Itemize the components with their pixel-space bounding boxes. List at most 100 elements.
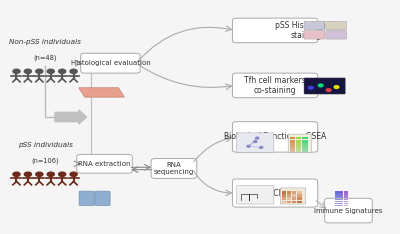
FancyBboxPatch shape [334,197,338,198]
FancyBboxPatch shape [339,199,343,200]
Circle shape [47,172,54,176]
FancyBboxPatch shape [232,122,318,152]
Circle shape [260,146,263,148]
FancyBboxPatch shape [292,197,296,200]
FancyBboxPatch shape [232,73,318,98]
Circle shape [47,69,54,73]
Circle shape [13,69,20,73]
FancyBboxPatch shape [297,197,302,200]
FancyBboxPatch shape [304,31,325,39]
Text: Biological Functions -GSEA: Biological Functions -GSEA [224,132,326,141]
FancyBboxPatch shape [334,201,338,202]
FancyBboxPatch shape [325,198,372,223]
Circle shape [24,69,32,73]
FancyBboxPatch shape [302,143,308,146]
FancyBboxPatch shape [302,146,308,149]
FancyBboxPatch shape [344,195,348,197]
FancyBboxPatch shape [302,137,308,139]
FancyBboxPatch shape [339,201,343,202]
FancyBboxPatch shape [290,140,295,143]
Circle shape [256,137,259,139]
FancyBboxPatch shape [290,143,295,146]
FancyBboxPatch shape [287,194,291,197]
FancyBboxPatch shape [282,194,286,197]
FancyBboxPatch shape [296,143,301,146]
FancyBboxPatch shape [344,205,348,206]
Text: (n=48): (n=48) [33,54,57,61]
FancyBboxPatch shape [334,195,338,197]
FancyBboxPatch shape [334,203,338,204]
FancyBboxPatch shape [297,191,302,194]
Text: Histological evaluation: Histological evaluation [70,60,150,66]
FancyBboxPatch shape [326,31,346,39]
Circle shape [36,69,43,73]
Circle shape [70,172,77,176]
Text: pSS individuals: pSS individuals [18,142,72,148]
FancyBboxPatch shape [287,201,291,203]
FancyBboxPatch shape [344,191,348,193]
FancyBboxPatch shape [287,197,291,200]
FancyBboxPatch shape [79,191,94,205]
FancyBboxPatch shape [339,205,343,206]
FancyBboxPatch shape [95,191,110,205]
FancyBboxPatch shape [344,199,348,200]
FancyBboxPatch shape [282,191,286,194]
FancyBboxPatch shape [232,179,318,207]
FancyBboxPatch shape [296,140,301,143]
FancyBboxPatch shape [344,201,348,202]
FancyBboxPatch shape [290,146,295,149]
FancyBboxPatch shape [344,203,348,204]
Circle shape [36,172,43,176]
Text: Non-pSS individuals: Non-pSS individuals [9,39,81,45]
Circle shape [318,84,323,87]
FancyBboxPatch shape [334,199,338,200]
Text: Tfh cell markers
co-staining: Tfh cell markers co-staining [244,76,306,95]
FancyBboxPatch shape [339,193,343,195]
FancyBboxPatch shape [344,193,348,195]
FancyBboxPatch shape [290,137,295,139]
FancyBboxPatch shape [302,140,308,143]
FancyBboxPatch shape [339,203,343,204]
FancyBboxPatch shape [334,191,338,193]
Text: Immune Signatures: Immune Signatures [314,208,383,214]
Circle shape [326,89,331,91]
Circle shape [58,172,66,176]
FancyBboxPatch shape [81,53,140,73]
FancyBboxPatch shape [304,78,345,94]
Circle shape [308,86,313,89]
FancyBboxPatch shape [287,191,291,194]
FancyBboxPatch shape [339,195,343,197]
FancyBboxPatch shape [334,193,338,195]
FancyBboxPatch shape [296,146,301,149]
FancyBboxPatch shape [334,205,338,206]
Text: RNA
sequencing: RNA sequencing [154,162,194,175]
FancyBboxPatch shape [282,201,286,203]
Circle shape [334,86,339,88]
Text: (n=106): (n=106) [31,157,59,164]
FancyBboxPatch shape [344,197,348,198]
FancyBboxPatch shape [296,149,301,152]
FancyBboxPatch shape [232,18,318,43]
FancyBboxPatch shape [292,194,296,197]
Polygon shape [79,88,124,97]
Text: pSS Histological
staining: pSS Histological staining [275,21,337,40]
FancyBboxPatch shape [77,154,132,173]
FancyBboxPatch shape [339,197,343,198]
FancyBboxPatch shape [297,201,302,203]
FancyBboxPatch shape [296,137,301,139]
Circle shape [13,172,20,176]
FancyArrow shape [55,110,87,124]
Circle shape [58,69,66,73]
FancyBboxPatch shape [151,159,197,178]
Circle shape [70,69,77,73]
Text: WGCNA: WGCNA [260,189,290,197]
Circle shape [254,141,257,143]
FancyBboxPatch shape [302,149,308,152]
FancyBboxPatch shape [297,194,302,197]
FancyBboxPatch shape [282,197,286,200]
FancyBboxPatch shape [339,191,343,193]
Text: RNA extraction: RNA extraction [78,161,131,167]
FancyBboxPatch shape [304,21,325,30]
FancyBboxPatch shape [290,149,295,152]
FancyBboxPatch shape [326,21,346,30]
